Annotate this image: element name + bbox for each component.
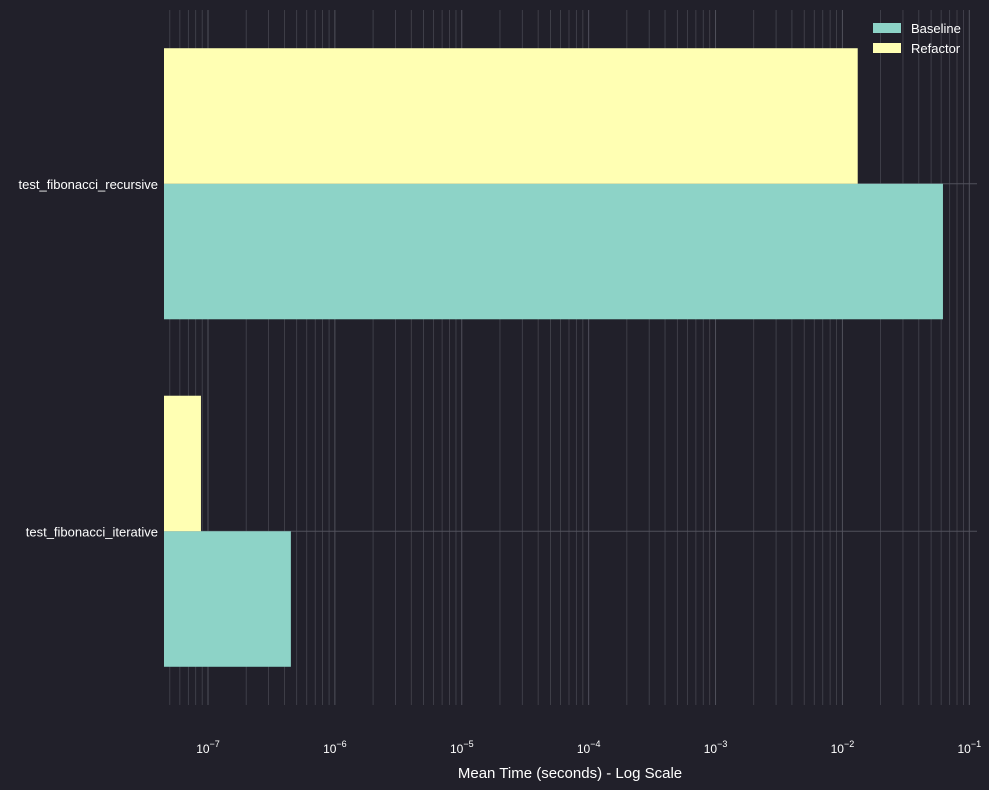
bar-layer [164, 48, 943, 667]
x-tick-label: 10−3 [704, 739, 728, 756]
legend-label-refactor: Refactor [911, 41, 961, 56]
x-tick-label: 10−6 [323, 739, 347, 756]
label-layer: test_fibonacci_recursive test_fibonacci_i… [19, 177, 982, 756]
x-tick-label: 10−5 [450, 739, 474, 756]
legend-label-baseline: Baseline [911, 21, 961, 36]
legend-swatch-baseline [873, 23, 901, 33]
legend: Baseline Refactor [873, 21, 961, 56]
x-axis-label: Mean Time (seconds) - Log Scale [458, 765, 682, 782]
bar-baseline-test_fibonacci_recursive [164, 183, 943, 320]
x-tick-label: 10−1 [957, 739, 981, 756]
bar-refactor-test_fibonacci_iterative [164, 395, 201, 532]
x-tick-label: 10−2 [831, 739, 855, 756]
legend-swatch-refactor [873, 43, 901, 53]
x-tick-label: 10−4 [577, 739, 601, 756]
x-tick-label: 10−7 [196, 739, 220, 756]
bar-baseline-test_fibonacci_iterative [164, 531, 291, 667]
category-label: test_fibonacci_recursive [19, 177, 158, 192]
bar-refactor-test_fibonacci_recursive [164, 48, 858, 184]
category-label: test_fibonacci_iterative [26, 524, 158, 539]
